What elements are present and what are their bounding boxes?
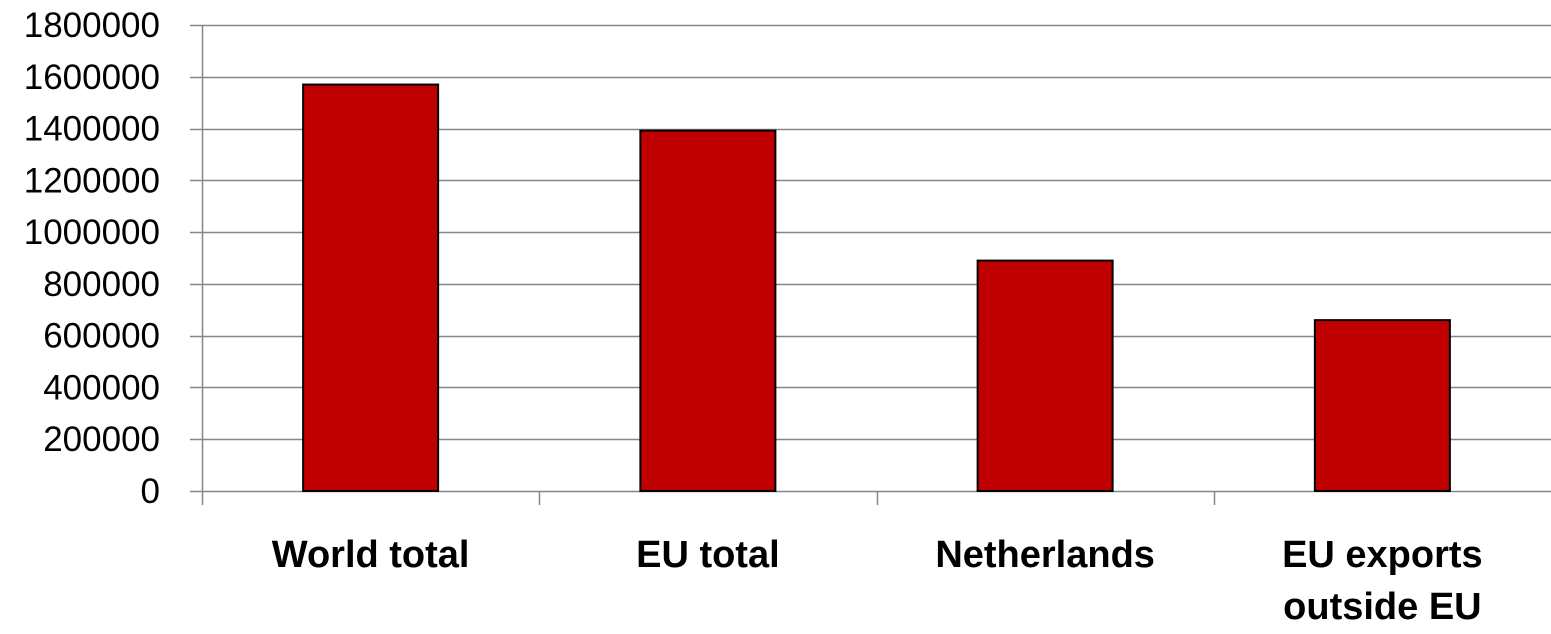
- bars: [302, 83, 1451, 493]
- bar: [976, 259, 1114, 493]
- x-tick-label: EU exports: [1282, 534, 1483, 576]
- y-tick-label: 0: [141, 472, 160, 511]
- bar: [302, 83, 440, 493]
- y-tick-label: 400000: [43, 368, 160, 407]
- x-tick-label: World total: [272, 534, 470, 576]
- y-tick-labels: 0 200000 400000 600000 800000 1000000 1200000 1…: [24, 6, 160, 511]
- y-tick-label: 1000000: [24, 213, 160, 252]
- y-tick-label: 800000: [43, 265, 160, 304]
- y-tick-label: 1800000: [24, 6, 160, 45]
- x-tick-label: Netherlands: [935, 534, 1155, 576]
- bar: [639, 129, 777, 492]
- y-tick-label: 1200000: [24, 161, 160, 200]
- y-tick-label: 1400000: [24, 110, 160, 149]
- x-tick-labels: World total EU total Netherlands EU exports…: [272, 534, 1483, 628]
- y-tick-label: 200000: [43, 420, 160, 459]
- axes: [201, 25, 1216, 505]
- y-tick-label: 1600000: [24, 58, 160, 97]
- x-tick-label: EU total: [636, 534, 780, 576]
- x-tick-label: outside EU: [1283, 586, 1481, 628]
- bar: [1313, 319, 1451, 492]
- y-tick-label: 600000: [43, 317, 160, 356]
